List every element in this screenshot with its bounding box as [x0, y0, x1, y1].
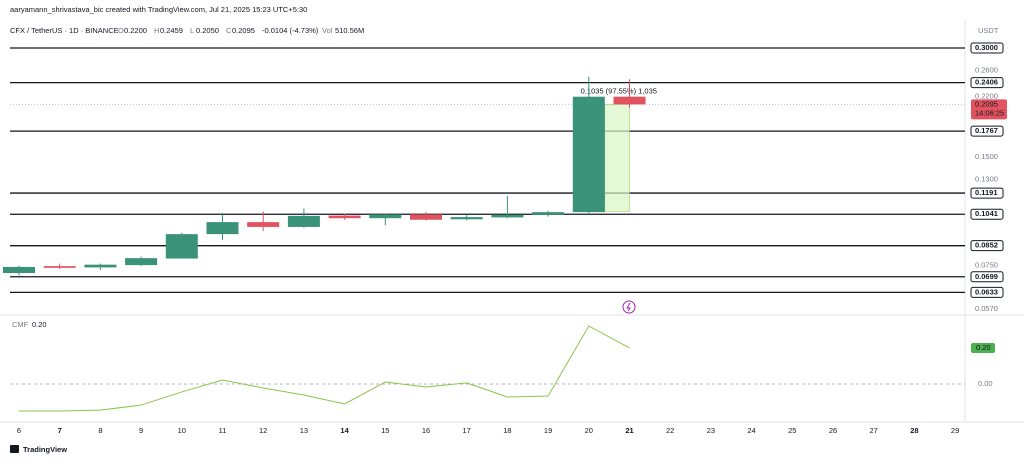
x-tick-label: 13 — [300, 426, 308, 435]
x-tick-label: 21 — [625, 426, 633, 435]
candle-body — [572, 96, 605, 213]
logo — [10, 445, 19, 453]
indicator-line — [19, 325, 630, 412]
candle-body — [3, 266, 35, 274]
level-label: 0.2406 — [975, 78, 998, 87]
ohlc-legend: O 0.2200 H 0.2459 L 0.2050 C 0.2095 -0.0104 (-4.… — [118, 26, 364, 35]
x-tick-label: 26 — [829, 426, 837, 435]
level-label: 0.1767 — [975, 126, 998, 135]
level-label: 0.0852 — [975, 241, 998, 250]
level-label-box — [970, 208, 1004, 220]
last-price-box — [971, 99, 1007, 120]
countdown: 14:06:25 — [975, 108, 1004, 117]
legend-key: L — [190, 26, 194, 35]
legend-key: O — [118, 26, 124, 35]
legend-change: -0.0104 (-4.73%) — [262, 26, 319, 35]
y-tick-label: 0.0570 — [975, 304, 998, 313]
x-tick-label: 16 — [422, 426, 430, 435]
candle-body — [410, 214, 442, 220]
legend-volume-key: Vol — [322, 26, 333, 35]
level-label-box — [970, 187, 1004, 199]
level-label: 0.0633 — [975, 287, 998, 296]
legend-value: 0.2200 — [124, 26, 147, 35]
candle-body — [165, 234, 198, 259]
candle-body — [125, 258, 158, 266]
candle-body — [247, 222, 280, 227]
level-label: 0.1041 — [975, 209, 998, 218]
x-tick-label: 27 — [870, 426, 878, 435]
y-tick-label: 0.0750 — [975, 261, 998, 270]
x-tick-label: 11 — [219, 426, 227, 435]
x-tick-label: 15 — [381, 426, 389, 435]
level-label-box — [970, 125, 1004, 137]
indicator-value-box — [971, 342, 995, 353]
x-tick-label: 6 — [17, 426, 21, 435]
candle-body — [450, 217, 483, 220]
candle-body — [613, 96, 646, 105]
legend-value: 0.2459 — [160, 26, 183, 35]
x-tick-label: 25 — [788, 426, 796, 435]
unit: USDT — [978, 26, 999, 35]
measure-box — [604, 104, 630, 212]
measure-label: 0.1035 (97.55%) 1,035 — [581, 86, 657, 95]
candle-body — [206, 222, 239, 235]
x-tick-label: 9 — [139, 426, 143, 435]
candle-body — [491, 214, 524, 218]
x-tick-label: 12 — [259, 426, 267, 435]
level-label-box — [970, 42, 1004, 54]
x-tick-label: 19 — [544, 426, 552, 435]
x-tick-label: 14 — [340, 426, 349, 435]
legend-value: 0.2095 — [232, 26, 255, 35]
x-tick-label: 20 — [585, 426, 593, 435]
x-tick-label: 28 — [910, 426, 918, 435]
y-tick-label: 0.1500 — [975, 152, 998, 161]
legend-key: C — [226, 26, 232, 35]
x-tick-label: 22 — [666, 426, 674, 435]
last-price-label: 0.2095 — [975, 99, 998, 108]
candle-body — [287, 215, 320, 227]
x-tick-label: 23 — [707, 426, 715, 435]
x-tick-label: 17 — [463, 426, 471, 435]
candle-body — [369, 214, 402, 219]
indicator-value-axis: 0.20 — [976, 343, 991, 352]
x-tick-label: 10 — [178, 426, 186, 435]
footer-brand: TradingView — [23, 445, 67, 454]
candle-body — [532, 212, 565, 215]
event-icon-bolt — [626, 302, 631, 312]
indicator-value: 0.20 — [32, 320, 47, 329]
x-tick-label: 8 — [98, 426, 102, 435]
legend-value: 0.2050 — [196, 26, 219, 35]
level-label-box — [970, 240, 1004, 252]
event-icon[interactable] — [622, 300, 636, 314]
y-tick-label: 0.1300 — [975, 174, 998, 183]
level-label: 0.3000 — [975, 43, 998, 52]
x-tick-label: 29 — [951, 426, 959, 435]
candle-body — [328, 215, 361, 219]
y-tick-label: 0.2200 — [975, 92, 998, 101]
y-tick-label: 0.2600 — [975, 65, 998, 74]
legend-volume: 510.56M — [335, 26, 364, 35]
candle-body — [84, 264, 117, 268]
level-label-box — [970, 286, 1004, 298]
x-tick-label: 24 — [747, 426, 755, 435]
candle-body — [43, 266, 76, 268]
level-label: 0.1191 — [975, 188, 998, 197]
legend-key: H — [154, 26, 159, 35]
indicator-name: CMF — [12, 320, 29, 329]
level-label-box — [970, 271, 1004, 283]
level-label-box — [970, 77, 1004, 89]
x-tick-label: 18 — [503, 426, 511, 435]
y-tick-label: 0.00 — [978, 379, 993, 388]
symbol: CFX / TetherUS · 1D · BINANCE — [10, 26, 119, 35]
x-tick-label: 7 — [58, 426, 62, 435]
level-label: 0.0699 — [975, 272, 998, 281]
credit: aaryamann_shrivastava_bic created with T… — [10, 5, 307, 14]
